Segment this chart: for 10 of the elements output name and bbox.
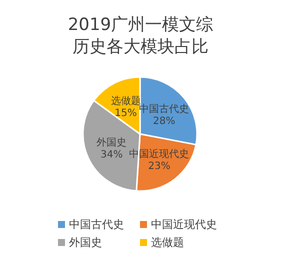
data-label: 34% xyxy=(100,149,123,160)
legend-label: 中国近现代史 xyxy=(151,218,217,231)
slice-label: 外国史 xyxy=(96,136,127,148)
data-label: 15% xyxy=(114,108,137,120)
legend-label: 选做题 xyxy=(151,236,184,249)
legend-label: 中国古代史 xyxy=(69,218,124,231)
data-label: 23% xyxy=(148,160,170,172)
legend-label: 外国史 xyxy=(69,236,102,249)
data-label: 28% xyxy=(153,116,176,128)
chart-title: 2019广州一模文综历史各大模块占比 xyxy=(68,15,214,57)
